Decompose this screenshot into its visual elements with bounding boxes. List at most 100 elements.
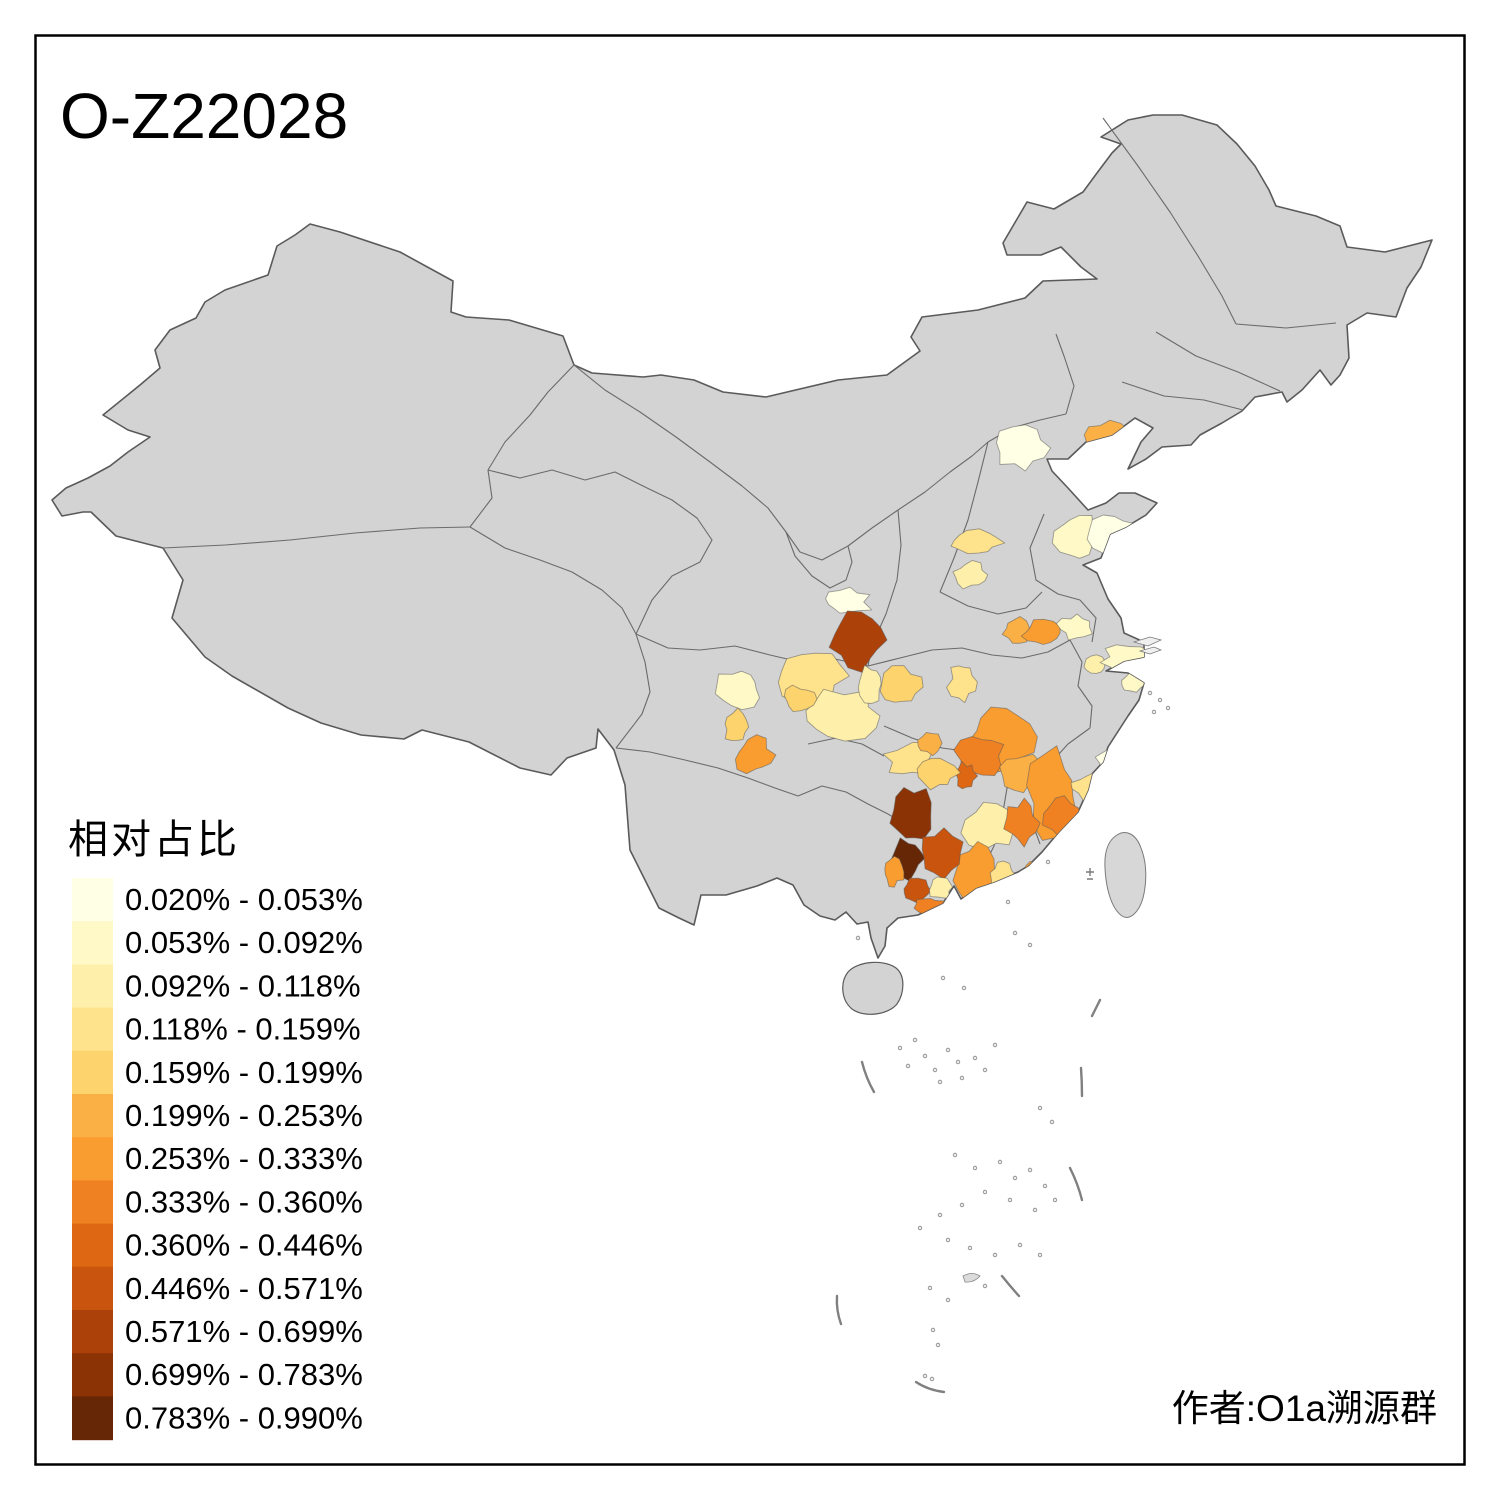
islet-speck xyxy=(1045,859,1051,865)
map-region-beijing xyxy=(996,424,1052,472)
dash-segment xyxy=(1000,1274,1021,1298)
islet-speck xyxy=(961,985,967,991)
legend-label: 0.159% - 0.199% xyxy=(125,1055,363,1090)
map-region-sichuan-south-1 xyxy=(724,707,750,742)
legend-label: 0.053% - 0.092% xyxy=(125,925,363,960)
islet-speck xyxy=(1049,1119,1055,1125)
chongming-island xyxy=(1132,636,1163,647)
map-region-anhui-north xyxy=(1055,613,1093,641)
legend-swatch xyxy=(72,1223,113,1268)
province-border-line xyxy=(487,469,713,635)
legend-label: 0.118% - 0.159% xyxy=(125,1012,361,1047)
islet-speck xyxy=(930,1327,936,1333)
islet-speck xyxy=(972,1055,978,1061)
islet-speck xyxy=(897,1045,903,1051)
islet-speck xyxy=(992,1252,998,1258)
islet-speck xyxy=(929,1376,935,1382)
legend-items: 0.020% - 0.053% 0.053% - 0.092% 0.092% - 0… xyxy=(72,878,363,1441)
map-region-anhui-northwest xyxy=(1020,618,1061,645)
legend-swatch xyxy=(72,878,113,922)
legend-label: 0.783% - 0.990% xyxy=(125,1400,363,1435)
islet-speck xyxy=(917,1225,923,1231)
map-region-jiangxi-west xyxy=(954,760,979,790)
province-border-line xyxy=(939,591,1043,615)
legend-label: 0.571% - 0.699% xyxy=(125,1314,363,1349)
legend-swatch xyxy=(72,1310,113,1354)
islet-speck xyxy=(940,975,946,981)
province-border-line xyxy=(1102,117,1237,325)
province-border-line xyxy=(1029,513,1081,601)
page-title: O-Z22028 xyxy=(60,80,348,152)
dash-segment xyxy=(1068,1166,1084,1202)
map-region-shaanxi-west xyxy=(825,586,873,614)
map-region-sichuan-small xyxy=(783,684,818,713)
legend-swatch xyxy=(72,921,113,965)
province-border-line xyxy=(1069,639,1093,729)
legend-swatch xyxy=(72,1266,113,1311)
map-region-hechi xyxy=(884,855,905,888)
legend-swatch xyxy=(72,1137,113,1181)
islet-speck xyxy=(959,1075,965,1081)
legend-label: 0.333% - 0.360% xyxy=(125,1184,363,1219)
province-border-line xyxy=(939,441,989,593)
map-region-hubei-west xyxy=(857,664,882,704)
legend-label: 0.020% - 0.053% xyxy=(125,882,363,917)
legend-label: 0.253% - 0.333% xyxy=(125,1141,363,1176)
legend-swatch xyxy=(72,1050,113,1095)
islet-speck xyxy=(959,1202,965,1208)
map-region-sichuan-south-2 xyxy=(734,734,777,775)
penghu-islands xyxy=(1086,868,1094,880)
nine-dash-line xyxy=(835,998,1102,1394)
map-region-sichuan-west xyxy=(714,670,760,711)
islet-speck xyxy=(952,1152,958,1158)
legend-swatch xyxy=(72,964,113,1009)
hainan-island xyxy=(842,961,904,1015)
islet-speck xyxy=(1151,709,1157,715)
islet-speck xyxy=(937,1079,943,1085)
province-border-line xyxy=(469,364,575,528)
dash-segment xyxy=(835,1294,843,1326)
province-border-line xyxy=(1055,333,1075,415)
islet-speck xyxy=(1037,1252,1043,1258)
province-border-line xyxy=(1079,599,1097,643)
map-region-shanxi-south xyxy=(952,559,989,590)
map-region-hubei-middle xyxy=(946,665,978,704)
province-border-line xyxy=(469,526,651,749)
dash-segment xyxy=(860,1060,876,1094)
map-region-guangdong-north xyxy=(960,801,1018,851)
islet-speck xyxy=(932,1067,938,1073)
legend-label: 0.360% - 0.446% xyxy=(125,1228,363,1263)
islet-speck xyxy=(1012,930,1018,936)
islet-speck xyxy=(1012,1175,1018,1181)
islet-speck xyxy=(1032,1207,1038,1213)
dash-segment xyxy=(914,1380,946,1394)
islet-speck xyxy=(922,1053,928,1059)
legend-swatch xyxy=(72,1180,113,1225)
islet-speck xyxy=(1147,690,1153,696)
province-border-line xyxy=(785,531,853,589)
province-border-line xyxy=(615,747,799,797)
legend-swatch xyxy=(72,1396,113,1441)
islet-speck xyxy=(855,935,861,941)
islet-speck xyxy=(967,1245,973,1251)
islet-speck xyxy=(982,1189,988,1195)
islet-speck xyxy=(1037,1105,1043,1111)
province-border-line xyxy=(1155,331,1281,392)
province-border-line xyxy=(162,526,471,549)
map-region-hunan-north-3 xyxy=(917,732,943,757)
islet-speck xyxy=(1007,1197,1013,1203)
islet-small xyxy=(962,1273,981,1283)
islet-speck xyxy=(1027,942,1033,948)
islet-speck xyxy=(997,1159,1003,1165)
map-region-hanzhong xyxy=(828,610,888,673)
legend-swatch xyxy=(72,1094,113,1138)
islet-speck xyxy=(1005,899,1011,905)
islet-speck xyxy=(1052,1197,1058,1203)
changxing-island xyxy=(1138,646,1163,655)
province-border-line xyxy=(573,364,989,561)
province-border-line xyxy=(797,785,889,815)
islet-speck xyxy=(945,1237,951,1243)
mainland-group xyxy=(51,114,1433,959)
